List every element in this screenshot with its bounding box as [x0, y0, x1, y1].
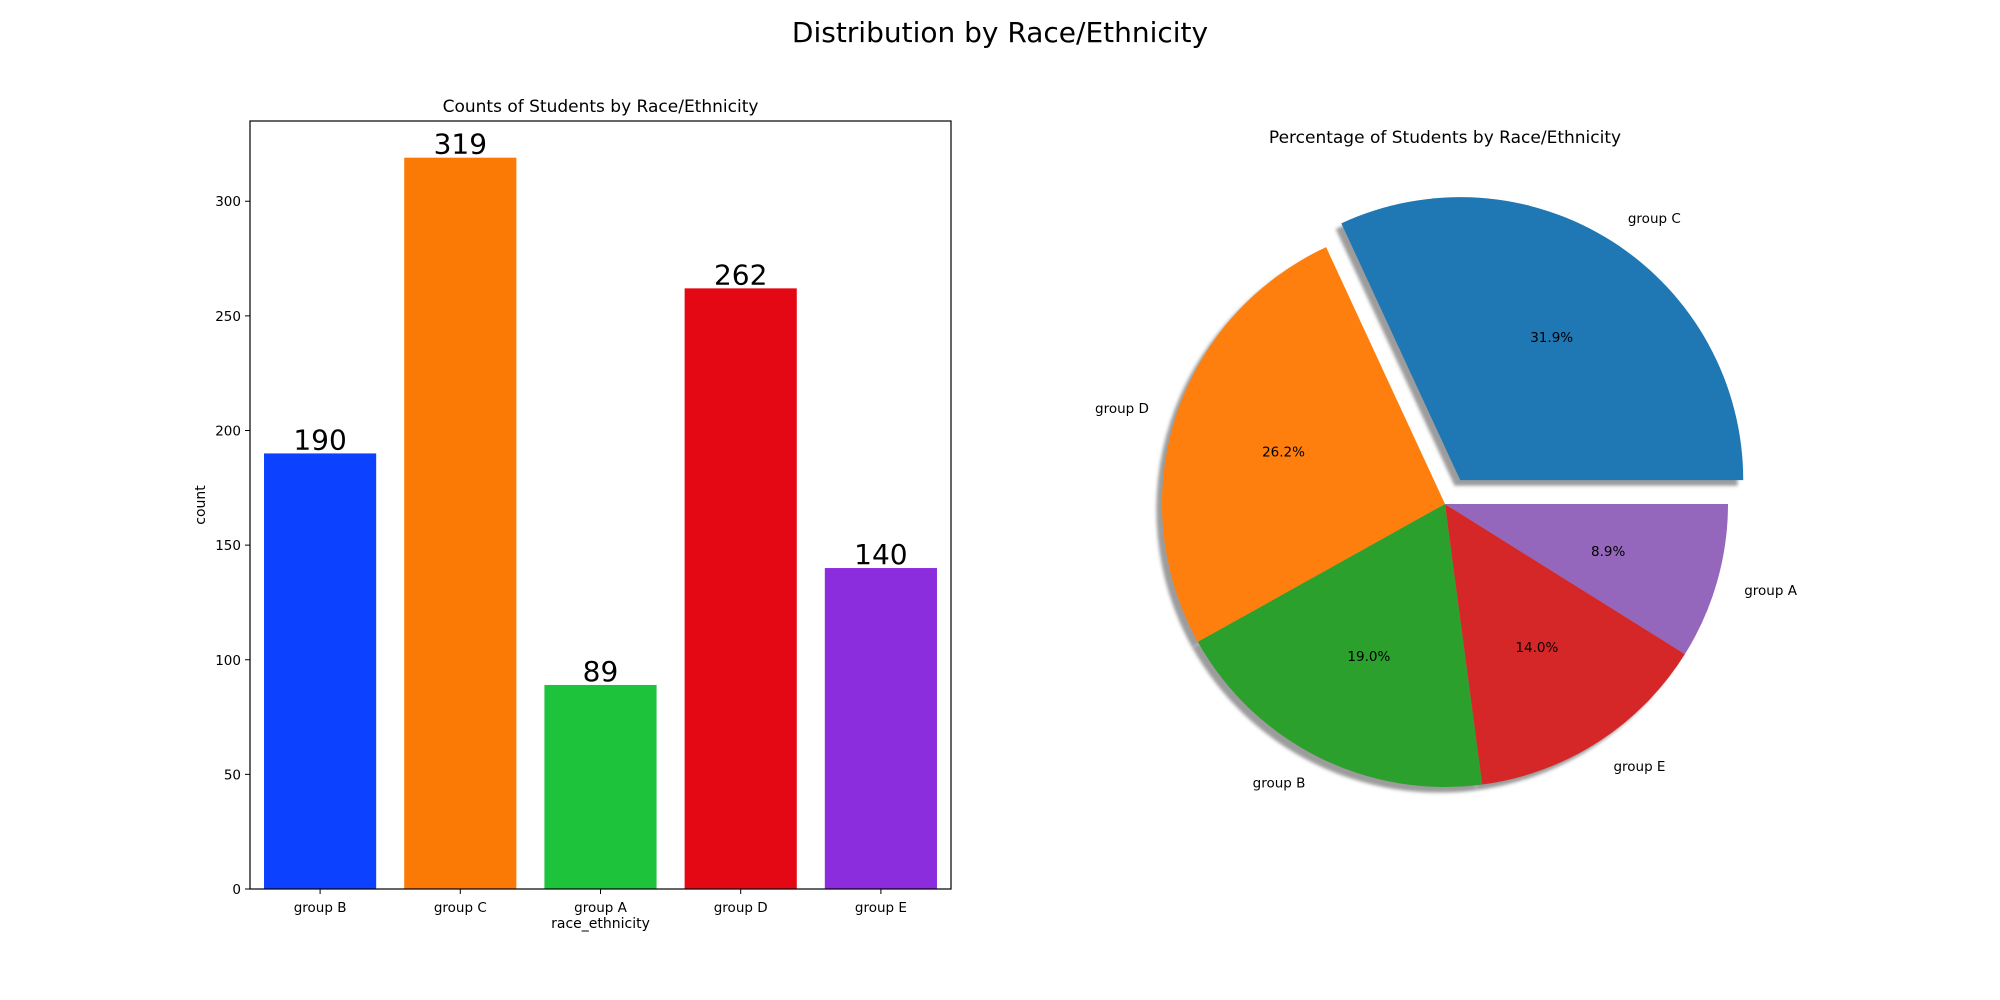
- y-tick-label: 300: [215, 194, 241, 210]
- bar-chart-title: Counts of Students by Race/Ethnicity: [443, 97, 759, 117]
- bar-group-a: [544, 684, 657, 889]
- y-tick-label: 250: [215, 309, 241, 325]
- y-tick-label: 0: [232, 882, 241, 898]
- x-tick-label: group A: [574, 900, 627, 916]
- bar-data-labels: 190 319 89 262 140: [293, 128, 907, 688]
- x-tick-label: group B: [294, 900, 347, 916]
- bar-chart: Counts of Students by Race/Ethnicity 190…: [193, 97, 952, 932]
- pie-slice-group-b: [1197, 504, 1483, 787]
- pie-pct-label: 8.9%: [1591, 544, 1625, 560]
- pie-labels: 31.9% group C 26.2% group D 19.0% group B 14.0…: [1095, 211, 1798, 791]
- pie-pct-label: 14.0%: [1515, 640, 1558, 656]
- bar-y-axis-title: count: [193, 485, 209, 525]
- y-tick-label: 150: [215, 538, 241, 554]
- pie-chart-title: Percentage of Students by Race/Ethnicity: [1269, 128, 1621, 148]
- x-tick-label: group E: [855, 900, 907, 916]
- pie-category-label: group C: [1628, 211, 1681, 227]
- bar-x-axis: group B group C group A group D group E: [294, 889, 907, 916]
- pie-pct-label: 19.0%: [1347, 649, 1390, 665]
- y-tick-label: 200: [215, 423, 241, 439]
- bar-group-d: [684, 288, 797, 889]
- figure-title: Distribution by Race/Ethnicity: [792, 16, 1208, 49]
- bar-data-label: 89: [583, 655, 619, 688]
- bar-group-c: [404, 157, 517, 889]
- bar-data-label: 262: [714, 258, 767, 291]
- pie-slice-group-c: [1341, 197, 1744, 481]
- pie-chart: Percentage of Students by Race/Ethnicity…: [1095, 128, 1798, 793]
- bar-data-label: 190: [293, 423, 346, 456]
- y-tick-label: 100: [215, 653, 241, 669]
- pie-slice-group-d: [1162, 247, 1445, 642]
- pie-pct-label: 26.2%: [1262, 445, 1305, 461]
- pie-slice-group-e: [1445, 504, 1685, 785]
- bar-group-b: [264, 453, 377, 889]
- y-tick-label: 50: [224, 767, 241, 783]
- pie-slice-group-a: [1445, 504, 1728, 655]
- bar-group-e: [824, 568, 937, 889]
- bar-data-label: 140: [854, 538, 907, 571]
- pie-pct-label: 31.9%: [1530, 330, 1573, 346]
- pie-category-label: group D: [1095, 401, 1149, 417]
- bar-x-axis-title: race_ethnicity: [551, 916, 650, 932]
- bar-marks: [264, 157, 937, 889]
- bar-y-axis: 0 50 100 150 200 250 300: [215, 194, 250, 898]
- pie-slices: [1162, 197, 1744, 787]
- pie-category-label: group A: [1744, 583, 1797, 599]
- x-tick-label: group C: [434, 900, 487, 916]
- x-tick-label: group D: [714, 900, 768, 916]
- pie-category-label: group E: [1613, 759, 1665, 775]
- pie-category-label: group B: [1253, 775, 1306, 791]
- bar-data-label: 319: [434, 128, 487, 161]
